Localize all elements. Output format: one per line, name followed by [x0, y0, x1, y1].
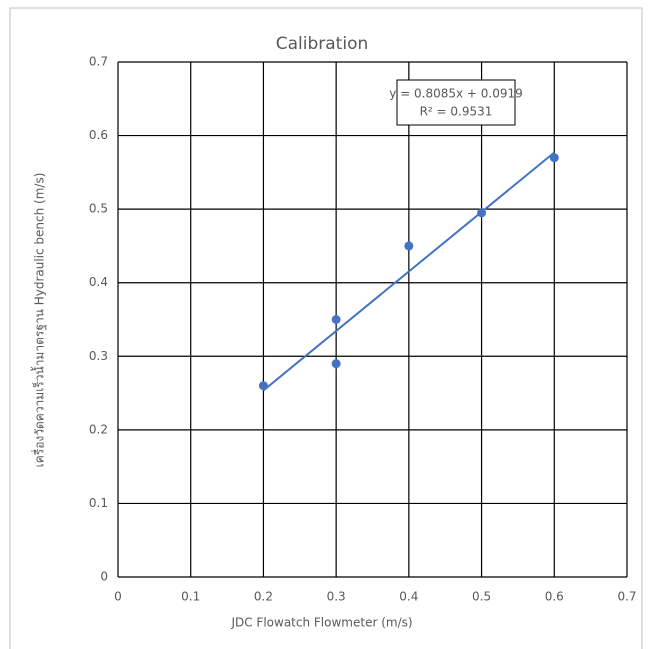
x-axis-label: JDC Flowatch Flowmeter (m/s)	[230, 616, 412, 630]
y-tick-label: 0.2	[89, 422, 108, 436]
x-tick-label: 0.4	[399, 590, 418, 604]
y-tick-label: 0	[100, 570, 108, 584]
chart-frame	[9, 7, 643, 649]
y-tick-label: 0.6	[89, 128, 108, 142]
x-tick-label: 0.6	[545, 590, 564, 604]
x-tick-label: 0	[114, 590, 122, 604]
y-tick-label: 0.1	[89, 496, 108, 510]
x-tick-label: 0.3	[327, 590, 346, 604]
y-tick-label: 0.4	[89, 275, 108, 289]
point	[549, 153, 559, 163]
point	[258, 381, 268, 391]
y-tick-label: 0.3	[89, 349, 108, 363]
x-tick-label: 0.7	[617, 590, 636, 604]
trendline-equation: y = 0.8085x + 0.0919	[389, 87, 523, 101]
point	[331, 315, 341, 324]
chart-title: Calibration	[276, 34, 369, 54]
y-tick-label: 0.7	[89, 55, 108, 69]
trendline-r2: R² = 0.9531	[420, 105, 493, 119]
y-axis-label: เครื่องวัดความเร็วน้ำมาตรฐาน Hydraulic b…	[31, 173, 47, 468]
equation-box	[396, 79, 516, 126]
trendline	[262, 151, 555, 392]
x-tick-label: 0.5	[472, 590, 491, 604]
point	[331, 359, 341, 369]
point	[404, 241, 414, 251]
y-tick-label: 0.5	[89, 202, 108, 216]
x-tick-label: 0.2	[254, 590, 273, 604]
x-tick-label: 0.1	[181, 590, 200, 604]
point	[477, 208, 487, 218]
